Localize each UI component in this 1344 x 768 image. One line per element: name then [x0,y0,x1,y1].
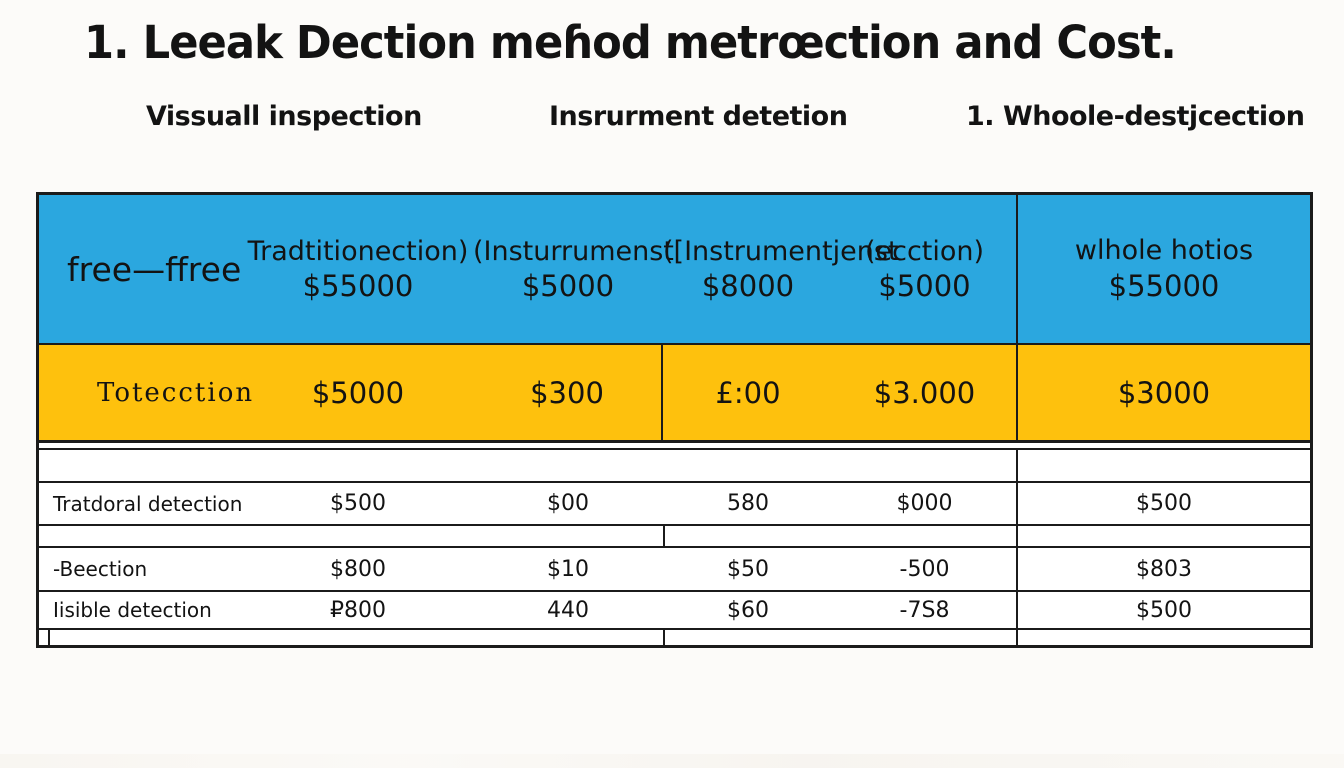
row1-cell-0: $500 [330,491,386,516]
column-divider [1016,526,1018,546]
header-amount-3: $5000 [878,268,971,303]
thin-row [39,628,1310,645]
cost-cell-last: $3000 [1016,345,1310,440]
header-method-names: Tradtitionection) (Insturrumenst ([Instr… [243,236,1016,267]
header-amount-2: $8000 [701,268,795,303]
header-amount-0: $55000 [302,268,414,303]
cost-highlight-row: Totecction $5000 $300 £:00 $3.000 $3000 [39,343,1310,443]
row1-cell-1: $00 [547,491,589,516]
row2-cell-0: $800 [330,556,386,582]
column-heading-visual-inspection: Vissuall inspection [146,101,422,132]
cost-cell-0: $5000 [311,375,405,410]
table-row: -Beection $800 $10 $50 -500 $803 [39,546,1310,590]
table-row: Tratdoral detection $500 $00 580 $000 $5… [39,481,1310,524]
row3-cell-0: ₽800 [330,597,386,623]
header-last-word: wlhole hotios [1074,235,1254,266]
column-divider [1016,630,1018,645]
row3-cell-1: 440 [547,597,589,623]
row-gap [39,443,1310,448]
line-stub [663,526,665,546]
row2-cell-last: $803 [1016,548,1310,590]
cost-table: free—ffree Tradtitionection) (Insturrume… [36,192,1313,648]
header-amount-1: $5000 [521,268,615,303]
header-last-amount: $55000 [1108,268,1220,303]
header-method-1: (Insturrumenst [473,235,674,267]
header-methods-group: Tradtitionection) (Insturrumenst ([Instr… [243,236,1016,303]
column-heading-instrument-detection: Insrurment detetion [549,101,848,132]
row3-label: Iisible detection [53,598,212,622]
column-heading-whole-detection: 1. Whoole-destjcection [966,101,1305,132]
row3-cell-2: $60 [727,597,769,623]
cost-cell-1: $300 [473,345,663,440]
row2-label: -Beection [53,557,148,581]
table-header-row: free—ffree Tradtitionection) (Insturrume… [39,195,1310,343]
header-row-label: free—ffree [67,249,242,289]
thin-row [39,524,1310,546]
column-divider [1016,450,1018,481]
row2-cell-3: -500 [899,556,950,582]
row1-cell-last: $500 [1016,483,1310,524]
page-title: 1. Leeak Dection meɦod metrœction and Co… [84,16,1177,69]
empty-row [39,448,1310,481]
line-stub [663,630,665,645]
header-method-0: Tradtitionection) [247,235,469,267]
row2-cell-1: $10 [547,556,589,582]
row3-cell-last: $500 [1016,592,1310,628]
row1-label: Tratdoral detection [53,491,243,516]
row2-cell-2: $50 [727,556,769,582]
header-method-amounts: $55000 $5000 $8000 $5000 [243,269,1016,303]
bottom-faint-strip [0,754,1344,768]
header-last-cell: wlhole hotios $55000 [1016,195,1310,343]
row3-cell-3: -7S8 [899,597,950,623]
row1-cell-3: $000 [896,491,953,516]
header-method-3: (ecction) [864,235,985,267]
cost-cell-3: $3.000 [873,375,976,410]
row1-cell-2: 580 [727,491,769,516]
table-row: Iisible detection ₽800 440 $60 -7S8 $500 [39,590,1310,628]
header-method-2: ([Instrumentjenst [663,235,899,267]
cost-cell-2: £:00 [715,375,781,410]
line-stub [48,630,50,645]
cost-row-label: Totecction [97,377,255,408]
